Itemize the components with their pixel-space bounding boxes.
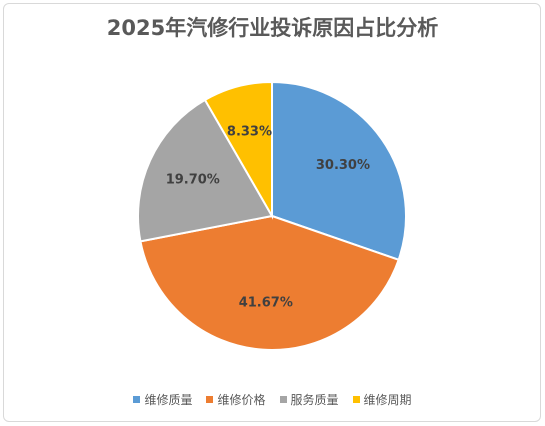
pie-slice [203, 80, 273, 220]
pie-slice [271, 80, 407, 262]
slice-data-label: 19.70% [166, 172, 220, 187]
legend-label: 维修价格 [217, 393, 266, 407]
legend: 维修质量 维修价格 服务质量 维修周期 [0, 391, 545, 408]
legend-swatch [352, 396, 360, 403]
legend-item: 服务质量 [279, 391, 339, 408]
pie-slice [137, 98, 274, 243]
legend-label: 维修质量 [144, 393, 193, 407]
legend-label: 维修周期 [363, 393, 412, 407]
chart-title: 2025年汽修行业投诉原因占比分析 [106, 16, 439, 40]
pie-slice [139, 214, 400, 351]
legend-label: 服务质量 [290, 393, 339, 407]
legend-swatch [279, 396, 287, 403]
legend-swatch [206, 396, 214, 403]
slice-data-label: 30.30% [316, 158, 370, 173]
legend-item: 维修周期 [352, 391, 412, 408]
slice-data-label: 8.33% [227, 124, 272, 139]
legend-item: 维修价格 [206, 391, 266, 408]
legend-swatch [133, 396, 141, 403]
slice-data-label: 41.67% [239, 295, 293, 310]
legend-item: 维修质量 [133, 391, 192, 408]
